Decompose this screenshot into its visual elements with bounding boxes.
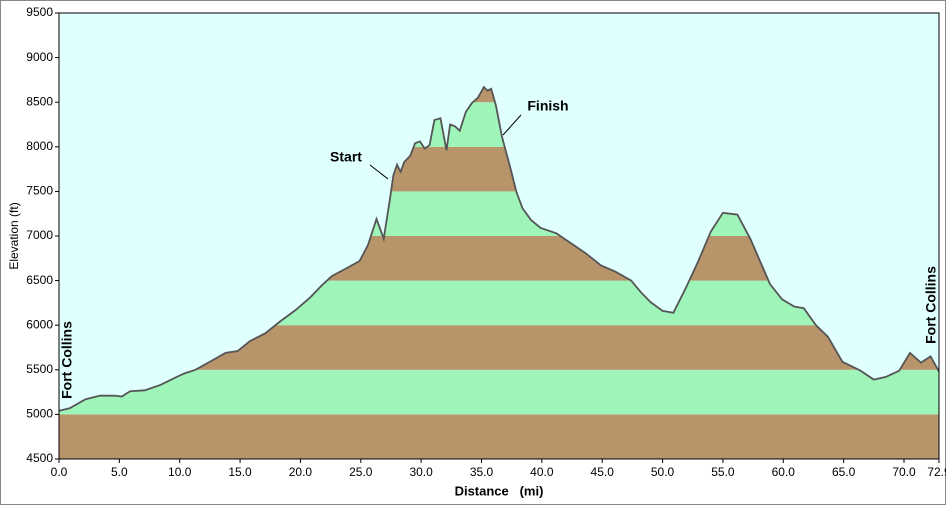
y-tick-label: 7000 — [26, 228, 53, 242]
y-tick-label: 9000 — [26, 50, 53, 64]
y-tick-label: 8000 — [26, 139, 53, 153]
y-tick-label: 5500 — [26, 362, 53, 376]
x-tick-label: 60.0 — [772, 465, 796, 479]
y-tick-label: 5000 — [26, 407, 53, 421]
x-tick-label: 20.0 — [289, 465, 313, 479]
elevation-band — [59, 414, 939, 459]
x-tick-label: 0.0 — [51, 465, 68, 479]
x-tick-label: 45.0 — [591, 465, 615, 479]
x-tick-label: 30.0 — [409, 465, 433, 479]
annotation: Fort Collins — [923, 266, 939, 344]
x-tick-label: 5.0 — [111, 465, 128, 479]
x-tick-label: 70.0 — [892, 465, 916, 479]
y-tick-label: 4500 — [26, 451, 53, 465]
x-tick-label: 72.9 — [927, 465, 946, 479]
x-tick-label: 15.0 — [228, 465, 252, 479]
x-tick-label: 55.0 — [711, 465, 735, 479]
y-tick-label: 9500 — [26, 5, 53, 19]
y-axis-label: Elevation (ft) — [7, 202, 21, 269]
elevation-line — [58, 85, 940, 412]
y-tick-label: 6000 — [26, 317, 53, 331]
leader-line — [502, 114, 522, 136]
elevation-band — [59, 369, 939, 415]
x-tick-label: 50.0 — [651, 465, 675, 479]
x-tick-label: 10.0 — [168, 465, 192, 479]
leader-line — [369, 164, 389, 180]
y-tick-label: 6500 — [26, 273, 53, 287]
annotation: Fort Collins — [59, 321, 75, 399]
x-tick-label: 40.0 — [530, 465, 554, 479]
x-tick-label: 65.0 — [832, 465, 856, 479]
x-tick-label: 25.0 — [349, 465, 373, 479]
y-tick-label: 7500 — [26, 184, 53, 198]
x-axis-label: Distance (mi) — [455, 483, 544, 498]
x-tick-label: 35.0 — [470, 465, 494, 479]
annotation: Finish — [527, 98, 568, 114]
annotation: Start — [330, 149, 362, 165]
y-tick-label: 8500 — [26, 94, 53, 108]
